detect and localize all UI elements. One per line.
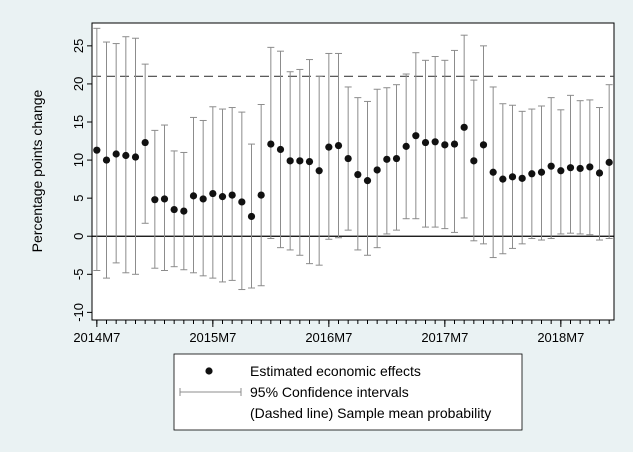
data-point xyxy=(180,207,188,215)
data-point xyxy=(373,166,381,174)
data-point xyxy=(441,141,449,149)
y-tick-label: 10 xyxy=(71,153,86,167)
data-point xyxy=(238,198,246,206)
data-point xyxy=(586,163,594,171)
data-point xyxy=(605,158,613,166)
data-point xyxy=(131,153,140,161)
legend-entry-estimate: Estimated economic effects xyxy=(250,363,421,379)
data-point xyxy=(122,151,130,160)
data-point xyxy=(325,143,333,151)
y-tick-label: 0 xyxy=(71,233,86,240)
estimate-points xyxy=(93,123,613,221)
y-tick-label: 20 xyxy=(71,77,86,91)
plot-area xyxy=(91,22,615,321)
data-point xyxy=(412,132,420,140)
data-point xyxy=(479,141,488,149)
data-point xyxy=(528,170,536,178)
data-point xyxy=(508,173,517,181)
reference-lines xyxy=(92,75,614,237)
y-tick-label: 15 xyxy=(71,115,86,129)
y-tick-label: 5 xyxy=(71,195,86,202)
x-tick-label: 2018M7 xyxy=(537,330,584,345)
data-point xyxy=(354,170,362,179)
x-tick-label: 2016M7 xyxy=(305,330,352,345)
data-point xyxy=(576,164,584,173)
data-point xyxy=(363,177,372,185)
data-point xyxy=(218,193,227,201)
data-point xyxy=(595,169,604,177)
data-point xyxy=(489,168,497,176)
data-point xyxy=(392,154,401,163)
legend: Estimated economic effects 95% Confidenc… xyxy=(173,353,523,431)
data-point xyxy=(431,138,439,146)
data-point xyxy=(450,140,459,148)
data-point xyxy=(189,192,198,200)
data-point xyxy=(537,168,546,176)
data-point xyxy=(344,154,352,163)
data-point xyxy=(383,155,391,163)
data-point xyxy=(199,195,207,203)
data-point xyxy=(286,157,294,165)
data-point xyxy=(151,196,159,204)
data-point xyxy=(276,145,285,154)
data-point xyxy=(402,142,410,150)
data-point xyxy=(334,142,343,150)
data-point xyxy=(460,123,468,131)
y-tick-label: -5 xyxy=(71,269,86,281)
y-tick-label: -10 xyxy=(71,303,86,322)
x-axis: 2014M7 2015M7 2016M7 2017M7 2018M7 xyxy=(73,320,610,345)
data-point xyxy=(315,167,323,175)
data-point xyxy=(296,157,304,165)
data-point xyxy=(267,140,275,148)
data-point xyxy=(518,174,526,182)
data-point xyxy=(305,158,314,166)
data-point xyxy=(170,205,178,214)
y-axis-label: Percentage points change xyxy=(29,89,45,252)
legend-entry-ci: 95% Confidence intervals xyxy=(250,384,409,400)
y-axis: -10 -5 0 5 10 15 20 25 xyxy=(71,39,92,322)
data-point xyxy=(470,157,478,165)
x-tick-label: 2015M7 xyxy=(189,330,236,345)
data-point xyxy=(421,138,430,147)
x-tick-label: 2014M7 xyxy=(73,330,120,345)
data-point xyxy=(141,138,149,147)
data-point xyxy=(257,191,265,199)
legend-point-marker xyxy=(205,367,213,375)
x-tick-label: 2017M7 xyxy=(421,330,468,345)
data-point xyxy=(102,156,111,164)
data-point xyxy=(209,189,217,198)
data-point xyxy=(547,162,555,170)
data-point xyxy=(247,212,256,221)
data-point xyxy=(112,150,120,158)
legend-entry-mean: (Dashed line) Sample mean probability xyxy=(250,405,491,421)
data-point xyxy=(160,195,169,203)
data-point xyxy=(499,175,507,183)
y-tick-label: 25 xyxy=(71,39,86,53)
data-point xyxy=(557,167,565,175)
data-point xyxy=(93,146,101,154)
data-point xyxy=(566,164,575,172)
data-point xyxy=(228,191,236,199)
